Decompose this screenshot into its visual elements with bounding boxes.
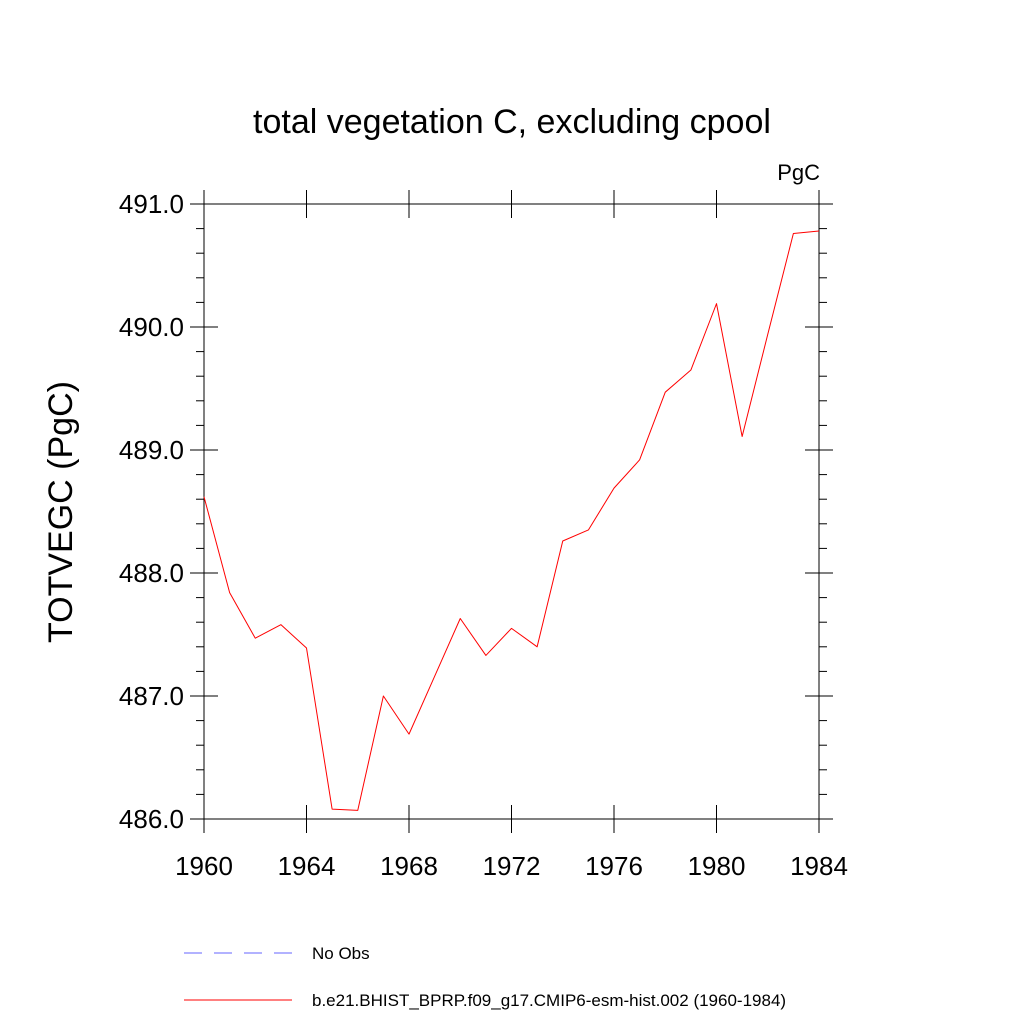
x-tick-labels: 1960 1964 1968 1972 1976 1980 1984: [175, 851, 848, 881]
x-tick-label: 1964: [278, 851, 336, 881]
legend-label-model: b.e21.BHIST_BPRP.f09_g17.CMIP6-esm-hist.…: [312, 991, 786, 1010]
units-label: PgC: [777, 160, 820, 185]
chart-title: total vegetation C, excluding cpool: [253, 103, 771, 141]
series-layer: [203, 230, 820, 811]
x-tick-label: 1972: [483, 851, 541, 881]
y-tick-label: 491.0: [119, 189, 184, 219]
axis-ticks: [190, 190, 833, 833]
plot-frame: [203, 203, 820, 820]
y-tick-labels: 486.0 487.0 488.0 489.0 490.0 491.0: [119, 189, 184, 834]
x-tick-label: 1976: [585, 851, 643, 881]
y-tick-label: 486.0: [119, 804, 184, 834]
x-tick-label: 1980: [688, 851, 746, 881]
x-tick-label: 1960: [175, 851, 233, 881]
y-tick-label: 490.0: [119, 312, 184, 342]
y-tick-label: 488.0: [119, 558, 184, 588]
x-tick-label: 1984: [790, 851, 848, 881]
y-tick-label: 487.0: [119, 681, 184, 711]
series-line: [203, 230, 820, 811]
legend-label-no-obs: No Obs: [312, 944, 370, 963]
x-tick-label: 1968: [380, 851, 438, 881]
legend: No Obs b.e21.BHIST_BPRP.f09_g17.CMIP6-es…: [184, 944, 786, 1010]
y-axis-label: TOTVEGC (PgC): [42, 381, 80, 643]
y-tick-label: 489.0: [119, 435, 184, 465]
